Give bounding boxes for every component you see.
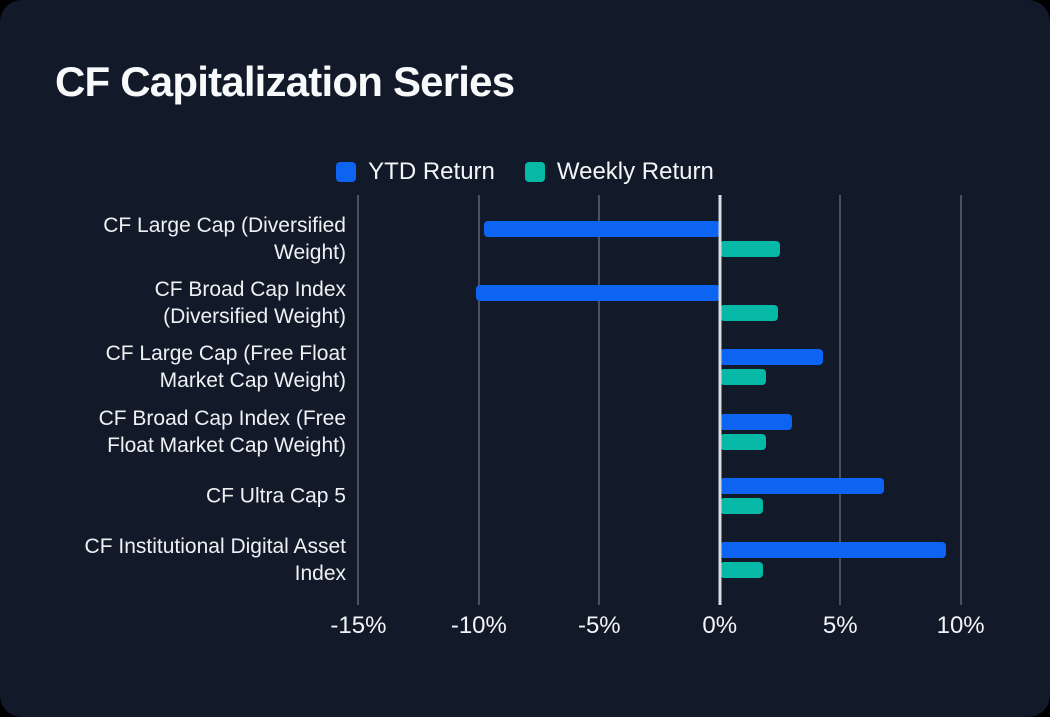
category-label: CF Broad Cap Index (Free Float Market Ca…: [98, 406, 346, 457]
x-tick-label: -10%: [450, 612, 507, 639]
gridline: [839, 195, 842, 605]
chart-legend: YTD Return Weekly Return: [0, 158, 1050, 186]
category-label: CF Broad Cap Index (Diversified Weight): [154, 278, 346, 329]
zero-line: [718, 195, 722, 605]
category-label: CF Institutional Digital Asset Index: [84, 534, 346, 585]
page-title: CF Capitalization Series: [55, 58, 515, 105]
legend-item-weekly: Weekly Return: [524, 158, 714, 186]
ytd-bar: [719, 349, 824, 366]
gridline: [357, 195, 360, 605]
x-tick-label: 10%: [936, 612, 985, 639]
legend-item-ytd: YTD Return: [336, 158, 495, 186]
weekly-bar: [719, 369, 766, 386]
x-tick-label: 5%: [822, 612, 858, 639]
weekly-bar: [719, 241, 780, 258]
ytd-bar: [476, 285, 720, 302]
value-axis: -15% -10% -5% 0% 5% 10%: [330, 612, 1004, 646]
category-axis: CF Large Cap (Diversified Weight) CF Broa…: [50, 207, 346, 592]
gridline: [959, 195, 962, 605]
weekly-bar: [719, 561, 764, 578]
bar-rows: [356, 207, 1004, 592]
plot-area: [356, 195, 1004, 605]
ytd-bar: [719, 541, 947, 558]
x-tick-label: -15%: [330, 612, 387, 639]
category-label: CF Large Cap (Diversified Weight): [103, 214, 346, 265]
gridline: [477, 195, 480, 605]
weekly-swatch-icon: [524, 162, 545, 182]
bar-row: [356, 400, 1004, 464]
x-tick-label: -5%: [577, 612, 621, 639]
bar-row: [356, 271, 1004, 335]
gridline: [598, 195, 601, 605]
bar-row: [356, 335, 1004, 399]
ytd-bar: [483, 221, 720, 238]
x-tick-label: 0%: [702, 612, 738, 639]
weekly-bar: [719, 497, 764, 514]
category-label: CF Ultra Cap 5: [205, 484, 346, 508]
ytd-bar: [719, 477, 884, 494]
bar-row: [356, 207, 1004, 271]
weekly-bar: [719, 305, 778, 322]
weekly-bar: [719, 433, 766, 450]
bar-row: [356, 528, 1004, 592]
ytd-bar: [719, 413, 792, 430]
category-label: CF Large Cap (Free Float Market Cap Weig…: [105, 342, 346, 393]
legend-label-weekly: Weekly Return: [556, 158, 714, 185]
legend-label-ytd: YTD Return: [368, 158, 495, 185]
ytd-swatch-icon: [336, 162, 357, 182]
bar-row: [356, 464, 1004, 528]
